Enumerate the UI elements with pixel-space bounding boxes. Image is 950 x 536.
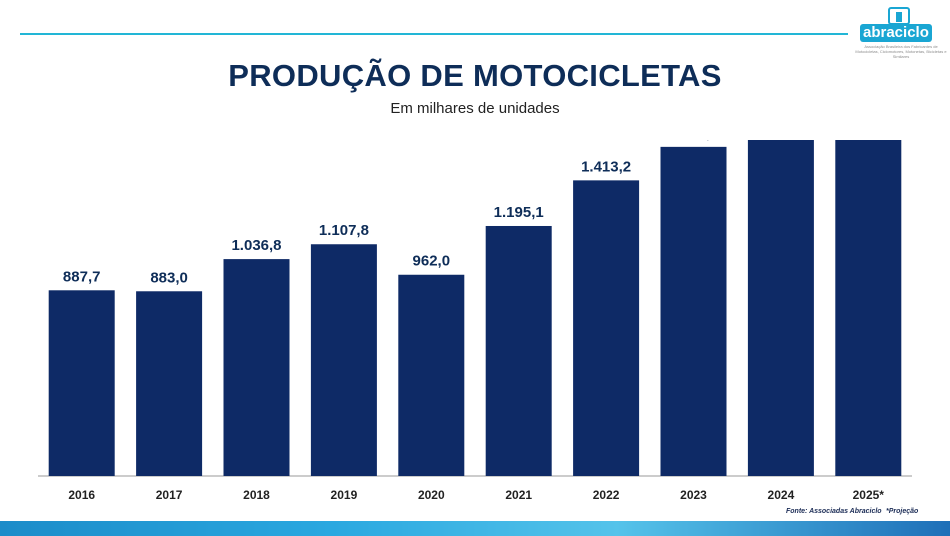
bar-2022 bbox=[573, 180, 640, 476]
value-label-2020: 962,0 bbox=[413, 253, 451, 270]
logo-mark-icon bbox=[888, 7, 910, 25]
value-label-2023: 1.573,3 bbox=[668, 140, 718, 142]
footer-band bbox=[0, 521, 950, 536]
chart-subtitle: Em milhares de unidades bbox=[390, 100, 560, 117]
bar-2020 bbox=[398, 274, 465, 476]
abraciclo-logo: abraciclo Associação Brasileira dos Fabr… bbox=[852, 4, 948, 59]
value-label-2021: 1.195,1 bbox=[494, 204, 544, 221]
bar-2019 bbox=[310, 244, 377, 476]
x-tick-label-2022: 2022 bbox=[593, 488, 620, 502]
header-rule bbox=[20, 33, 848, 35]
value-label-2016: 887,7 bbox=[63, 268, 101, 285]
value-label-2018: 1.036,8 bbox=[231, 237, 281, 254]
x-tick-label-2019: 2019 bbox=[331, 488, 358, 502]
source-note: Fonte: Associadas Abraciclo bbox=[786, 508, 882, 515]
x-tick-label-2023: 2023 bbox=[680, 488, 707, 502]
bar-2024 bbox=[747, 140, 814, 476]
value-label-2019: 1.107,8 bbox=[319, 222, 369, 239]
bar-2023 bbox=[660, 146, 727, 476]
bar-2021 bbox=[485, 225, 552, 476]
x-tick-label-2025: 2025* bbox=[853, 488, 885, 502]
bar-2018 bbox=[223, 259, 290, 476]
x-tick-label-2017: 2017 bbox=[156, 488, 183, 502]
bar-2025 bbox=[835, 140, 902, 477]
logo-tagline: Associação Brasileira dos Fabricantes de… bbox=[855, 44, 947, 59]
chart-title: PRODUÇÃO DE MOTOCICLETAS bbox=[228, 58, 722, 93]
value-label-2022: 1.413,2 bbox=[581, 158, 631, 175]
x-tick-label-2021: 2021 bbox=[505, 488, 532, 502]
bar-2016 bbox=[48, 290, 115, 476]
production-bar-chart: 887,7 2016 883,0 2017 1.036,8 2018 1.107,8 2019… bbox=[38, 140, 912, 502]
x-tick-label-2024: 2024 bbox=[768, 488, 795, 502]
value-label-2017: 883,0 bbox=[150, 269, 188, 286]
x-tick-label-2016: 2016 bbox=[68, 488, 95, 502]
x-tick-label-2020: 2020 bbox=[418, 488, 445, 502]
x-tick-label-2018: 2018 bbox=[243, 488, 270, 502]
bar-2017 bbox=[136, 291, 203, 476]
logo-name: abraciclo bbox=[860, 24, 932, 42]
projection-note: *Projeção bbox=[886, 508, 919, 515]
